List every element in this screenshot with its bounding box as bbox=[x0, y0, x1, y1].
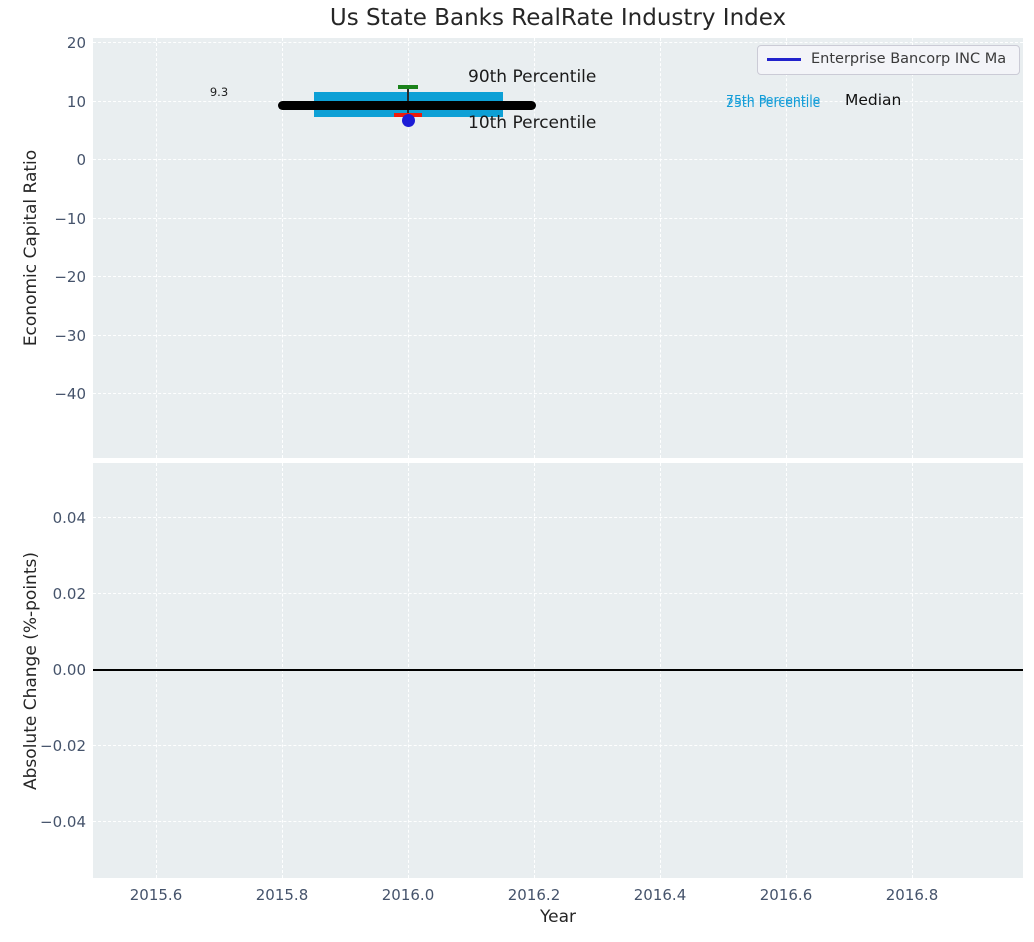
y-axis-label-bottom: Absolute Change (%-points) bbox=[12, 463, 50, 878]
gridline-h bbox=[93, 218, 1023, 219]
gridline-h bbox=[93, 593, 1023, 594]
gridline-h bbox=[93, 745, 1023, 746]
xtick-label: 2016.6 bbox=[746, 886, 826, 904]
gridline-h bbox=[93, 517, 1023, 518]
annotation-10th-percentile: 10th Percentile bbox=[468, 113, 596, 133]
gridline-h bbox=[93, 821, 1023, 822]
p90-cap bbox=[398, 85, 419, 89]
y-axis-label-top: Economic Capital Ratio bbox=[12, 38, 50, 458]
annotation-25th-percentile: 25th Percentile bbox=[726, 95, 820, 110]
annotation-90th-percentile: 90th Percentile bbox=[468, 67, 596, 87]
zero-line bbox=[93, 669, 1023, 671]
xtick-label: 2015.8 bbox=[242, 886, 322, 904]
gridline-h bbox=[93, 276, 1023, 277]
annotation-median-value: 9.3 bbox=[203, 85, 235, 99]
annotation-median: Median bbox=[845, 91, 901, 109]
gridline-h bbox=[93, 335, 1023, 336]
gridline-h bbox=[93, 159, 1023, 160]
legend-label: Enterprise Bancorp INC Ma bbox=[811, 46, 1006, 73]
gridline-h bbox=[93, 393, 1023, 394]
company-point bbox=[402, 114, 415, 127]
y-axis-label-top-text: Economic Capital Ratio bbox=[21, 150, 41, 346]
gridline-h bbox=[93, 42, 1023, 43]
xtick-label: 2016.0 bbox=[368, 886, 448, 904]
figure: Us State Banks RealRate Industry Index E… bbox=[0, 0, 1034, 942]
xtick-label: 2016.2 bbox=[494, 886, 574, 904]
chart-title: Us State Banks RealRate Industry Index bbox=[93, 5, 1023, 31]
y-axis-label-bottom-text: Absolute Change (%-points) bbox=[21, 552, 41, 790]
xtick-label: 2016.8 bbox=[872, 886, 952, 904]
median-line bbox=[278, 101, 536, 110]
x-axis-label: Year bbox=[93, 907, 1023, 927]
xtick-label: 2016.4 bbox=[620, 886, 700, 904]
legend-line-sample-icon bbox=[767, 58, 801, 61]
xtick-label: 2015.6 bbox=[116, 886, 196, 904]
legend: Enterprise Bancorp INC Ma bbox=[757, 45, 1020, 75]
